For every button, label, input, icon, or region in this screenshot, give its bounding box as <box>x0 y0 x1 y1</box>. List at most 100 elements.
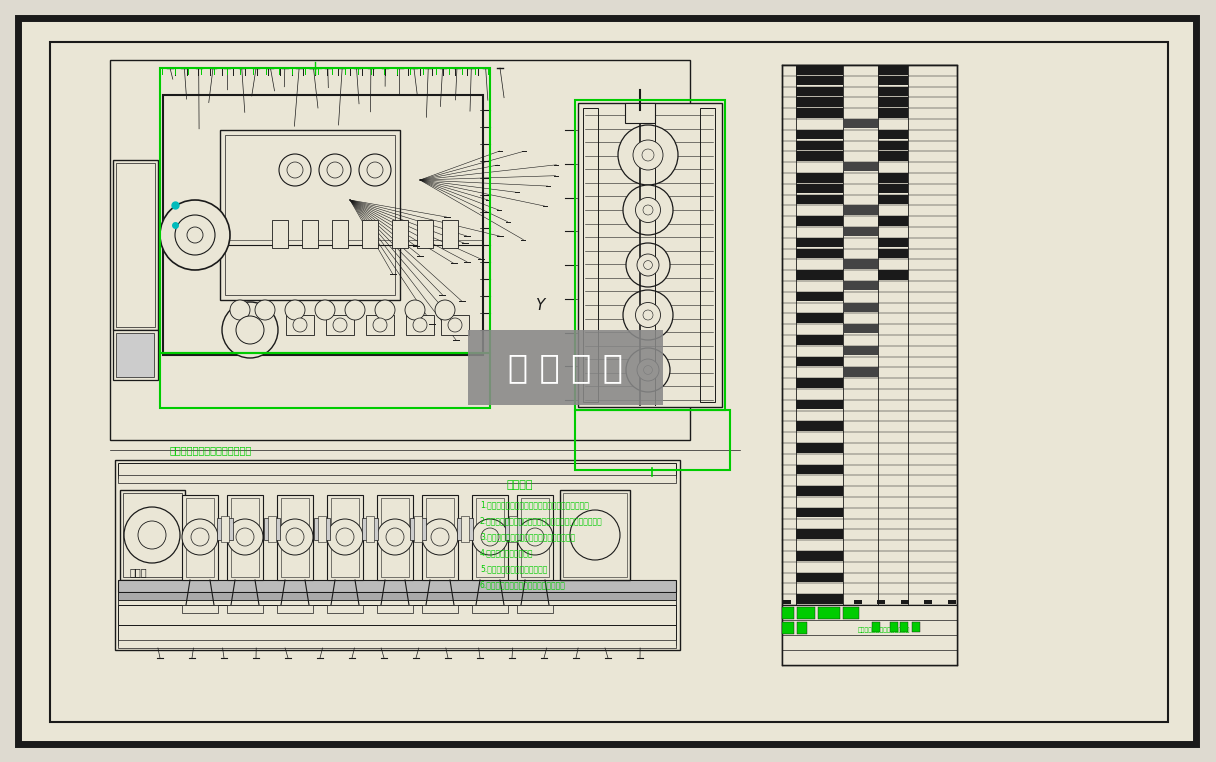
Bar <box>113 330 158 380</box>
Circle shape <box>137 521 167 549</box>
Circle shape <box>359 154 392 186</box>
Bar <box>878 130 908 139</box>
Circle shape <box>413 318 427 332</box>
Circle shape <box>367 162 383 178</box>
Bar <box>878 248 908 258</box>
Circle shape <box>643 205 653 215</box>
Bar <box>441 315 469 335</box>
Bar <box>422 605 458 613</box>
Bar <box>472 495 508 580</box>
Bar <box>227 605 263 613</box>
Bar <box>796 248 843 258</box>
Circle shape <box>527 528 544 546</box>
Circle shape <box>327 519 364 555</box>
Bar <box>924 600 933 604</box>
Text: 3.试验台运行转速，不超过应符合扩展要求。: 3.试验台运行转速，不超过应符合扩展要求。 <box>480 532 575 541</box>
Bar <box>505 518 520 540</box>
Circle shape <box>642 149 654 161</box>
Bar <box>220 130 400 300</box>
Bar <box>457 518 473 540</box>
Bar <box>878 87 908 96</box>
Bar <box>901 600 908 604</box>
Bar <box>475 498 503 577</box>
Bar <box>878 238 908 248</box>
Circle shape <box>435 300 455 320</box>
Bar <box>422 495 458 580</box>
Bar <box>161 68 490 353</box>
Circle shape <box>517 519 553 555</box>
Bar <box>517 605 553 613</box>
Bar <box>878 216 908 226</box>
Circle shape <box>482 528 499 546</box>
Circle shape <box>333 318 347 332</box>
Bar <box>878 141 908 150</box>
Bar <box>510 516 517 542</box>
Bar <box>796 486 843 496</box>
Text: Y: Y <box>535 297 545 312</box>
Text: 6.不得违规操作，远离点火源，请注意。: 6.不得违规操作，远离点火源，请注意。 <box>480 580 565 589</box>
Bar <box>796 313 843 323</box>
Bar <box>268 516 276 542</box>
Circle shape <box>287 162 303 178</box>
Bar <box>277 495 313 580</box>
Bar <box>578 103 722 407</box>
Bar <box>392 220 409 248</box>
Bar <box>123 493 182 577</box>
Circle shape <box>405 300 426 320</box>
Bar <box>286 315 314 335</box>
Bar <box>796 530 843 539</box>
Bar <box>225 135 395 295</box>
Circle shape <box>377 519 413 555</box>
Circle shape <box>175 215 215 255</box>
Bar <box>843 324 878 334</box>
Text: 图 文 设 计: 图 文 设 计 <box>507 351 623 385</box>
Bar <box>327 495 364 580</box>
Circle shape <box>430 528 449 546</box>
Bar <box>796 87 843 96</box>
Circle shape <box>124 507 180 563</box>
Bar <box>900 622 908 632</box>
Circle shape <box>315 300 334 320</box>
Bar <box>843 367 878 376</box>
Bar <box>796 194 843 204</box>
Bar <box>362 220 378 248</box>
Bar <box>413 516 422 542</box>
Bar <box>796 335 843 344</box>
Bar <box>796 130 843 139</box>
Bar <box>796 357 843 366</box>
Circle shape <box>643 261 653 270</box>
Bar <box>272 220 288 248</box>
Bar <box>116 460 680 650</box>
Bar <box>796 607 815 619</box>
Bar <box>277 605 313 613</box>
Text: 5.各测量传感器连线，参考图。: 5.各测量传感器连线，参考图。 <box>480 564 547 573</box>
Bar <box>575 410 730 470</box>
Bar <box>264 518 280 540</box>
Bar <box>700 108 715 402</box>
Bar <box>796 443 843 453</box>
Circle shape <box>236 316 264 344</box>
Bar <box>161 353 490 408</box>
Circle shape <box>636 303 660 328</box>
Bar <box>116 163 154 327</box>
Text: 直升机传动系统故障模拟实验台: 直升机传动系统故障模拟实验台 <box>857 627 910 632</box>
Circle shape <box>255 300 275 320</box>
Bar <box>366 516 375 542</box>
Bar <box>948 600 956 604</box>
Bar <box>796 400 843 409</box>
Circle shape <box>634 140 663 170</box>
Bar <box>796 75 843 85</box>
Bar <box>796 594 843 604</box>
Circle shape <box>187 227 203 243</box>
Bar <box>796 184 843 194</box>
Bar <box>818 607 840 619</box>
Bar <box>796 98 843 107</box>
Bar <box>575 100 725 410</box>
Bar <box>118 580 676 592</box>
Bar <box>796 622 807 634</box>
Circle shape <box>223 302 278 358</box>
Bar <box>796 507 843 517</box>
Circle shape <box>637 359 659 381</box>
Bar <box>796 421 843 431</box>
Text: 4.各油封处不得有渗漏。: 4.各油封处不得有渗漏。 <box>480 548 534 557</box>
